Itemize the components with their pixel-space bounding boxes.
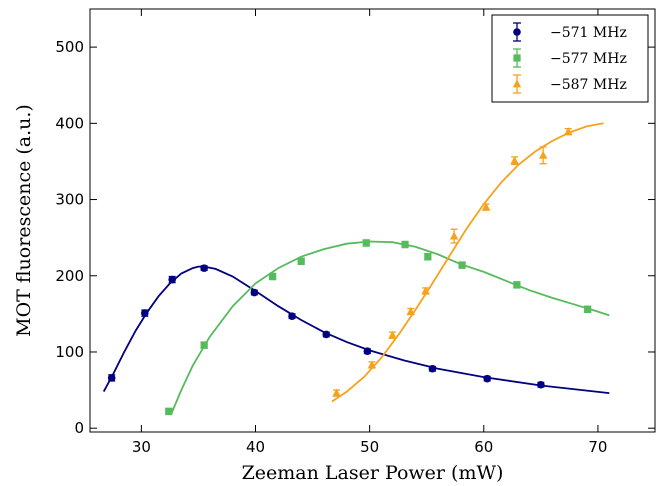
legend-label: −571 MHz <box>550 25 627 41</box>
legend-label: −577 MHz <box>550 51 627 67</box>
data-marker <box>428 364 437 373</box>
data-marker <box>584 305 592 313</box>
legend-entry: −571 MHz <box>513 22 627 42</box>
series-1-point <box>200 264 208 272</box>
series-2-point <box>269 272 277 281</box>
data-marker <box>200 341 208 349</box>
data-marker <box>406 306 415 315</box>
data-marker <box>513 281 521 289</box>
series-3-point <box>538 146 548 165</box>
series-1-point <box>168 275 176 284</box>
data-marker <box>250 288 259 297</box>
series-1-point <box>288 312 296 320</box>
data-marker <box>537 380 545 389</box>
x-tick-label: 70 <box>588 438 607 456</box>
data-marker <box>165 407 173 416</box>
data-marker <box>322 330 331 339</box>
data-marker <box>362 239 370 247</box>
series-1-point <box>107 374 116 382</box>
data-marker <box>510 156 519 165</box>
series-2-point <box>200 341 208 349</box>
series-3-point <box>367 360 377 369</box>
series-1-point <box>322 330 331 339</box>
series-3-point <box>332 388 341 397</box>
data-marker <box>483 374 492 383</box>
data-marker <box>388 330 397 339</box>
series-2-point <box>297 257 305 265</box>
data-marker <box>538 150 548 159</box>
x-axis-title: Zeeman Laser Power (mW) <box>242 462 504 484</box>
data-marker <box>288 312 296 320</box>
y-tick-label: 500 <box>55 38 84 56</box>
series-3-point <box>421 286 430 295</box>
series-1-fit-line <box>102 265 610 394</box>
legend: −571 MHz −577 MHz −587 MHz <box>491 14 649 103</box>
data-marker <box>297 257 305 265</box>
series-3-point <box>564 127 573 136</box>
series-2-point <box>584 305 592 313</box>
x-tick-label: 40 <box>246 438 265 456</box>
x-tick-label: 30 <box>132 438 151 456</box>
y-tick-label: 400 <box>55 114 84 132</box>
data-marker <box>269 272 277 281</box>
plot-area <box>102 122 610 416</box>
series-3-point <box>406 306 415 316</box>
data-marker <box>107 374 116 382</box>
series-1-point <box>428 364 437 373</box>
legend-marker <box>512 79 522 88</box>
legend-marker <box>513 54 521 62</box>
legend-entry: −587 MHz <box>512 74 627 94</box>
series-1-point <box>537 380 545 389</box>
y-tick-label: 100 <box>55 343 84 361</box>
y-tick-label: 0 <box>74 419 84 437</box>
series-2-point <box>424 253 432 261</box>
data-marker <box>424 253 432 261</box>
data-marker <box>332 388 341 397</box>
legend-entry: −577 MHz <box>513 48 627 68</box>
data-marker <box>363 347 372 356</box>
legend-marker <box>513 28 521 36</box>
legend-label: −587 MHz <box>550 77 627 93</box>
y-axis-title: MOT fluorescence (a.u.) <box>13 104 35 337</box>
y-tick-label: 200 <box>55 267 84 285</box>
data-marker <box>449 231 459 240</box>
series-3-point <box>449 228 459 244</box>
series-2-point <box>165 407 173 416</box>
data-marker <box>140 309 149 317</box>
series-1-point <box>363 347 372 356</box>
series-2-point <box>513 281 521 289</box>
series-1-point <box>483 374 492 383</box>
axes: 30 40 50 60 70 0 100 200 300 400 500 <box>55 8 656 456</box>
series-3-point <box>510 156 519 166</box>
x-tick-label: 50 <box>360 438 379 456</box>
data-marker <box>367 360 377 369</box>
series-2-point <box>401 240 409 249</box>
series-2-point <box>362 239 370 247</box>
series-3-fit-line <box>331 122 604 403</box>
data-marker <box>200 264 208 272</box>
series-3-point <box>388 330 397 339</box>
series-3-point <box>481 202 491 211</box>
data-marker <box>481 202 491 211</box>
data-marker <box>458 261 466 269</box>
series-2-point <box>458 261 466 269</box>
data-marker <box>564 127 573 136</box>
x-tick-label: 60 <box>474 438 493 456</box>
data-marker <box>401 240 409 249</box>
data-marker <box>168 275 176 284</box>
series-1-point <box>250 288 259 297</box>
y-tick-label: 300 <box>55 191 84 209</box>
series-2-fit-line <box>170 240 610 415</box>
plot-frame <box>89 8 656 433</box>
data-marker <box>421 286 430 295</box>
series-1-point <box>140 309 149 317</box>
